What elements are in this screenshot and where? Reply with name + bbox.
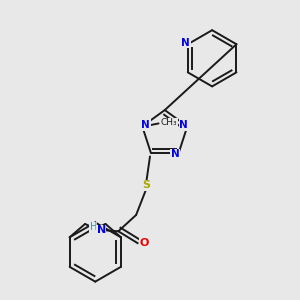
- Text: N: N: [97, 225, 106, 236]
- Text: S: S: [142, 180, 150, 190]
- Text: CH₃: CH₃: [160, 118, 177, 127]
- Text: N: N: [142, 120, 150, 130]
- Text: N: N: [181, 38, 190, 48]
- Text: H: H: [89, 222, 97, 233]
- Text: N: N: [171, 149, 179, 159]
- Text: N: N: [179, 120, 188, 130]
- Text: O: O: [140, 238, 149, 248]
